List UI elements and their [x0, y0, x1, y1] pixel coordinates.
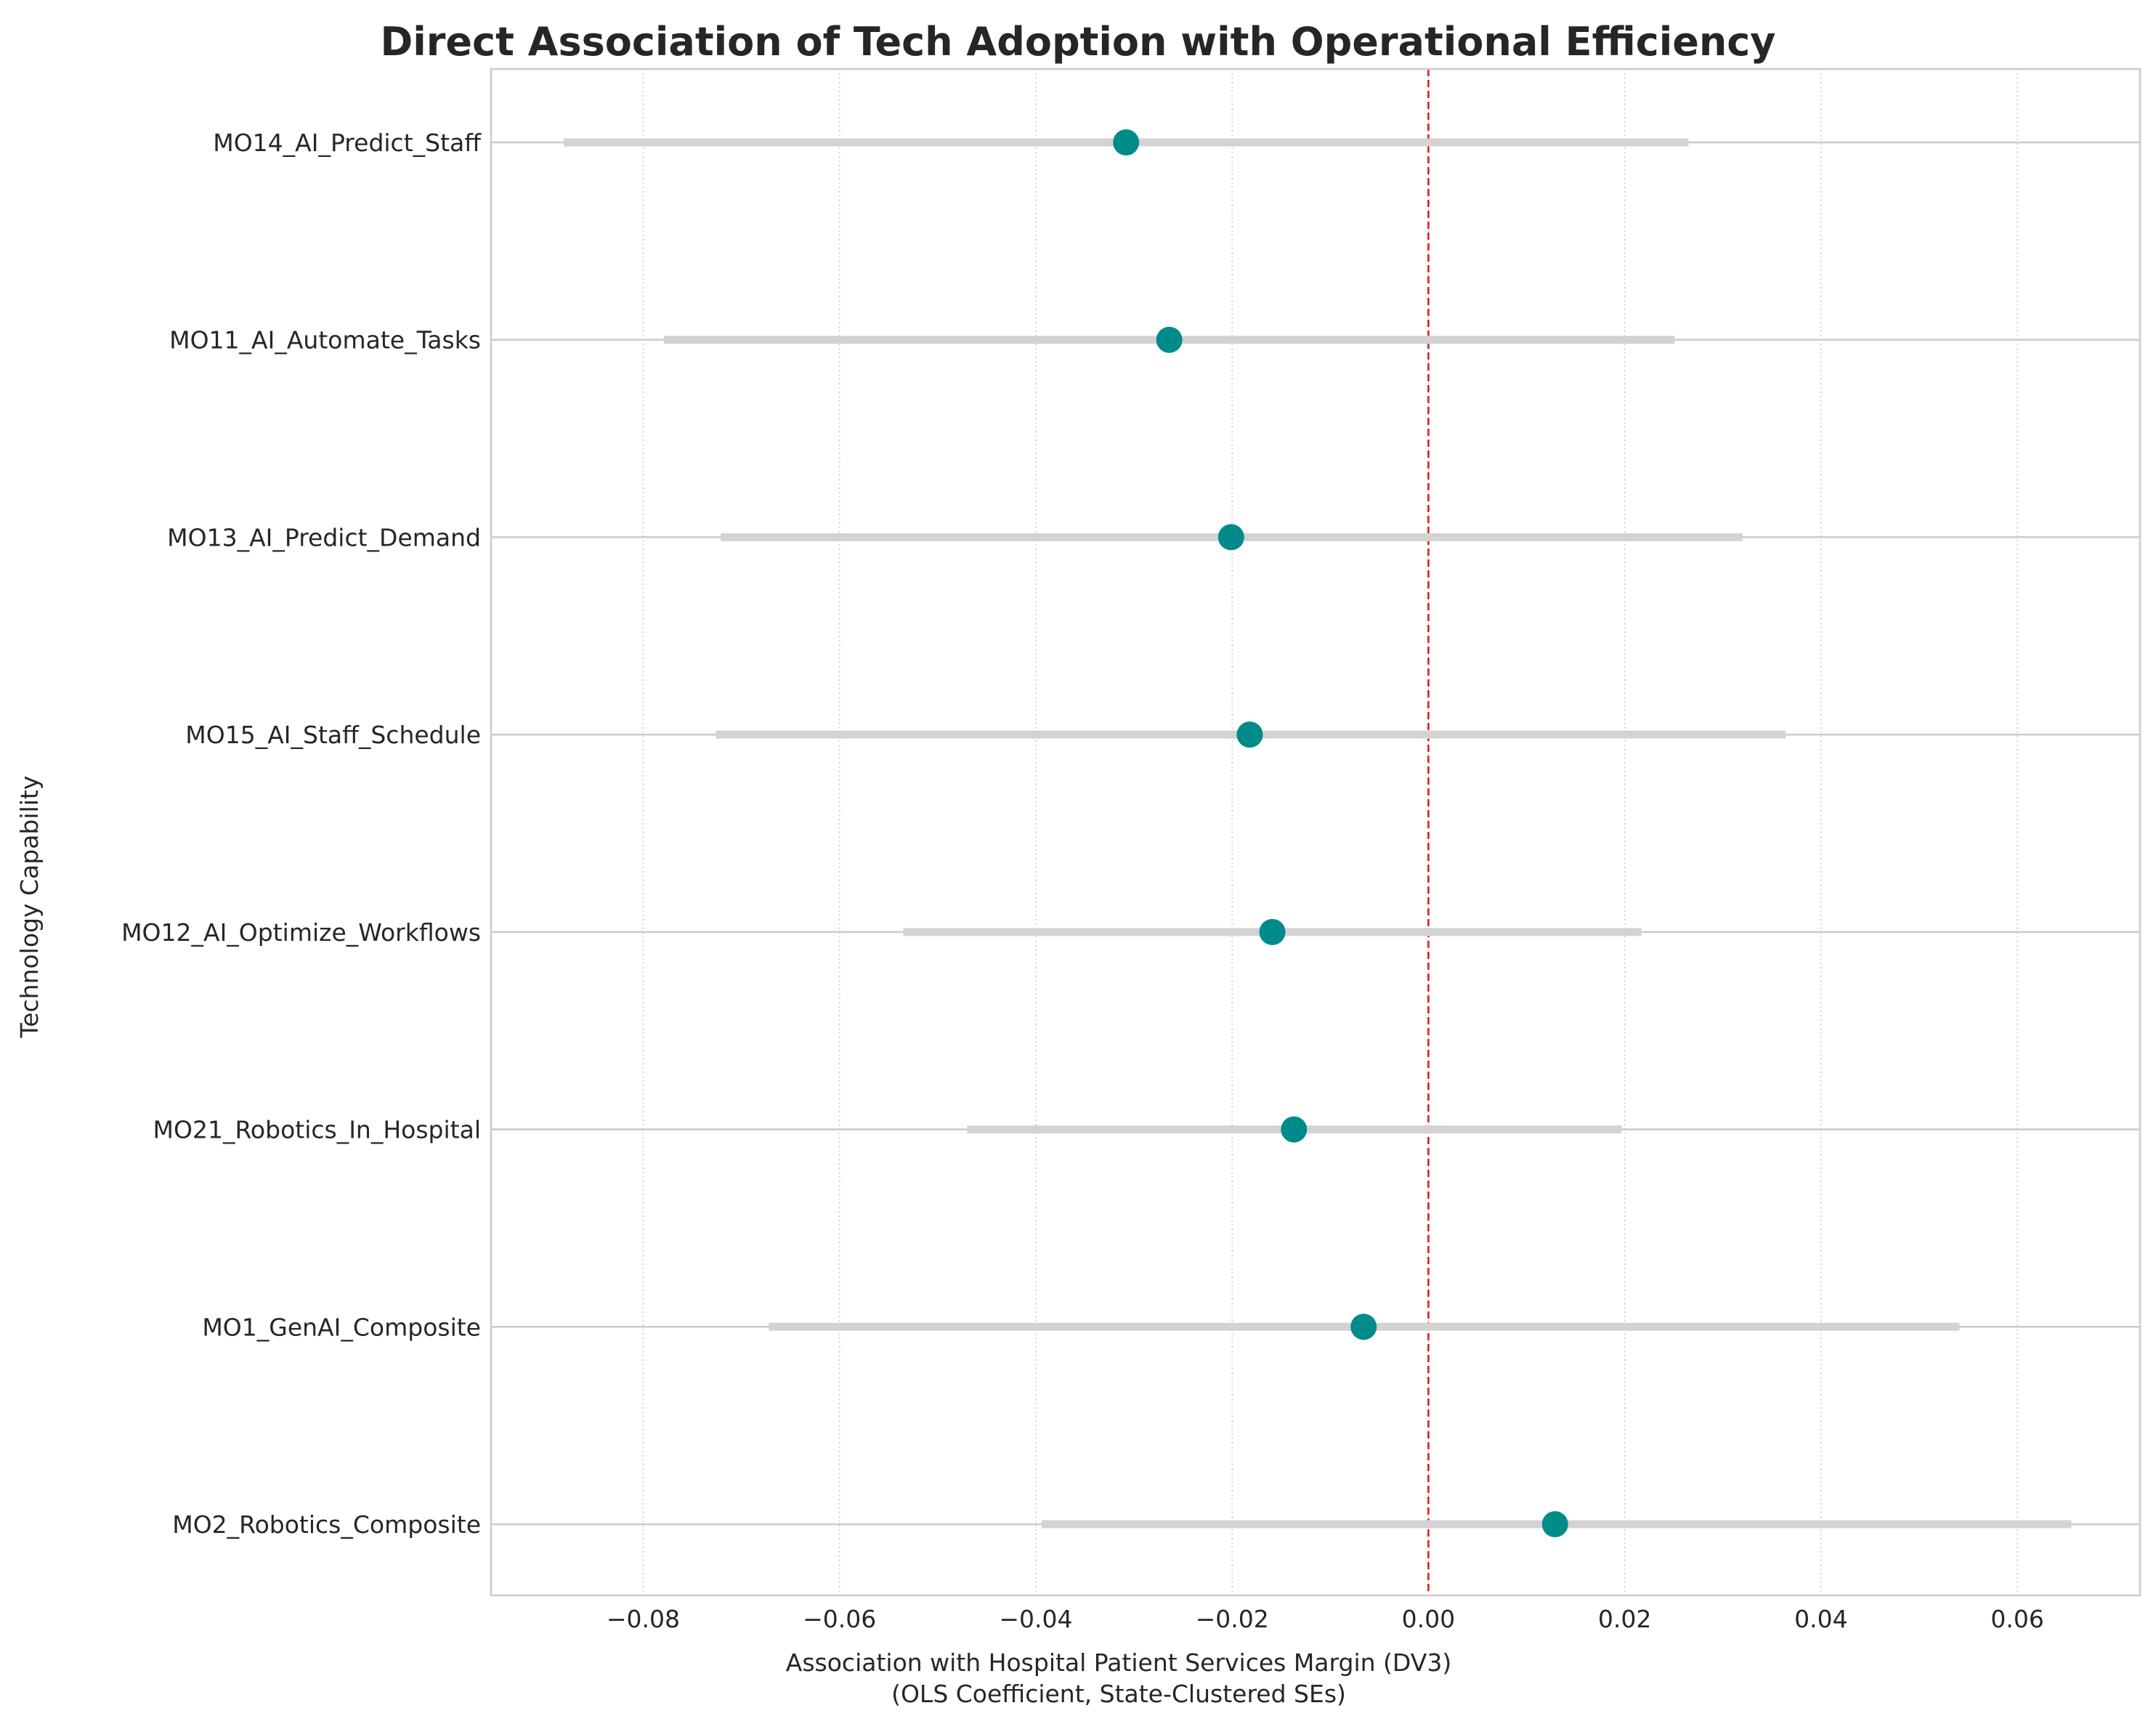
- x-tick-label: 0.00: [1402, 1605, 1455, 1633]
- y-tick-label: MO15_AI_Staff_Schedule: [185, 721, 481, 749]
- y-tick-label: MO1_GenAI_Composite: [202, 1313, 481, 1341]
- point-estimate: [1217, 524, 1244, 551]
- x-tick-label: 0.04: [1794, 1605, 1847, 1633]
- point-estimate: [1350, 1314, 1377, 1340]
- point-estimates: [1113, 129, 1568, 1537]
- x-tick-label: −0.04: [999, 1605, 1072, 1633]
- y-axis-label: Technology Capability: [15, 776, 44, 1039]
- y-tick-label: MO11_AI_Automate_Tasks: [169, 326, 481, 355]
- axes-frame: [490, 68, 2141, 1597]
- x-axis-label-line2: (OLS Coefficient, State-Clustered SEs): [891, 1680, 1346, 1708]
- x-tick-labels: −0.08 −0.06 −0.04 −0.02 0.00 0.02 0.04 0.06: [607, 1605, 2044, 1633]
- x-tick-label: 0.06: [1990, 1605, 2043, 1633]
- point-estimate: [1113, 129, 1140, 155]
- y-tick-label: MO13_AI_Predict_Demand: [167, 523, 481, 551]
- point-estimate: [1541, 1511, 1568, 1537]
- x-tick-label: −0.02: [1196, 1605, 1269, 1633]
- x-tick-label: −0.06: [803, 1605, 876, 1633]
- plot-frame: [490, 68, 2141, 1597]
- y-tick-labels: MO14_AI_Predict_Staff MO11_AI_Automate_Ta…: [121, 129, 482, 1539]
- y-tick-label: MO21_Robotics_In_Hospital: [153, 1116, 481, 1144]
- y-tick-label: MO14_AI_Predict_Staff: [213, 129, 482, 157]
- point-estimate: [1236, 721, 1263, 748]
- x-axis-label: Association with Hospital Patient Servic…: [786, 1648, 1451, 1677]
- x-tick-label: −0.08: [607, 1605, 680, 1633]
- y-tick-label: MO12_AI_Optimize_Workflows: [121, 918, 481, 947]
- x-tick-label: 0.02: [1598, 1605, 1651, 1633]
- point-estimate: [1156, 326, 1183, 353]
- chart-title: Direct Association of Tech Adoption with…: [380, 19, 1775, 65]
- y-tick-label: MO2_Robotics_Composite: [172, 1510, 481, 1539]
- point-estimate: [1259, 918, 1286, 945]
- point-estimate: [1281, 1116, 1308, 1143]
